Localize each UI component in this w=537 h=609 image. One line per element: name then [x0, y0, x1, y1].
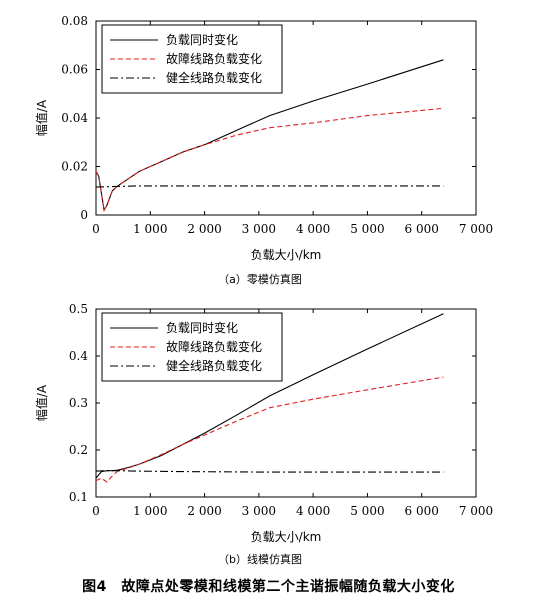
y-tick-label: 0.5	[69, 302, 88, 316]
y-tick-label: 0.02	[61, 160, 88, 174]
legend-label: 负载同时变化	[166, 32, 238, 47]
legend-box	[101, 312, 283, 382]
legend-label: 故障线路负载变化	[166, 339, 262, 354]
y-tick-label: 0.04	[61, 111, 88, 125]
legend-box	[101, 24, 283, 94]
x-tick-label: 5 000	[350, 504, 384, 518]
x-tick-label: 4 000	[296, 504, 330, 518]
y-tick-label: 0.1	[69, 490, 88, 504]
legend-label: 健全线路负载变化	[166, 70, 262, 85]
x-tick-label: 1 000	[133, 222, 167, 236]
series-line-2	[95, 376, 444, 483]
x-tick-label: 2 000	[187, 222, 221, 236]
legend-label: 负载同时变化	[166, 320, 238, 335]
x-tick-label: 0	[92, 504, 100, 518]
y-axis-label: 幅值/A	[34, 384, 49, 421]
x-axis-label: 负载大小/km	[251, 248, 322, 262]
y-tick-label: 0.4	[69, 349, 88, 363]
y-axis-label: 幅值/A	[34, 99, 49, 136]
x-tick-label: 7 000	[459, 222, 493, 236]
x-axis-label: 负载大小/km	[251, 530, 322, 544]
series-line-2	[95, 107, 444, 212]
y-tick-label: 0.2	[69, 443, 88, 457]
x-tick-label: 4 000	[296, 222, 330, 236]
chart-subtitle: （a）零模仿真图	[218, 272, 302, 286]
figure-caption: 图4 故障点处零模和线模第二个主谐振幅随负载大小变化	[82, 579, 455, 595]
chart-subtitle: （b）线模仿真图	[218, 552, 302, 566]
x-tick-label: 5 000	[350, 222, 384, 236]
legend-label: 健全线路负载变化	[166, 358, 262, 373]
y-tick-label: 0	[80, 208, 88, 222]
series-line-3	[95, 185, 444, 188]
x-tick-label: 3 000	[242, 222, 276, 236]
y-tick-label: 0.08	[61, 14, 88, 28]
x-tick-label: 6 000	[405, 504, 439, 518]
x-tick-label: 6 000	[405, 222, 439, 236]
x-tick-label: 3 000	[242, 504, 276, 518]
legend-label: 故障线路负载变化	[166, 51, 262, 66]
series-line-3	[95, 470, 444, 473]
x-tick-label: 7 000	[459, 504, 493, 518]
x-tick-label: 2 000	[187, 504, 221, 518]
y-tick-label: 0.3	[69, 396, 88, 410]
x-tick-label: 0	[92, 222, 100, 236]
chart-b: 0 1 000 2 000 3 000 4 000 5 000 6 000 7 000 0.1 0…	[34, 302, 493, 566]
x-tick-label: 1 000	[133, 504, 167, 518]
y-tick-label: 0.06	[61, 63, 88, 77]
chart-a: 0 1 000 2 000 3 000 4 000 5 000 6 000 7 000 0 0.0…	[34, 14, 493, 286]
